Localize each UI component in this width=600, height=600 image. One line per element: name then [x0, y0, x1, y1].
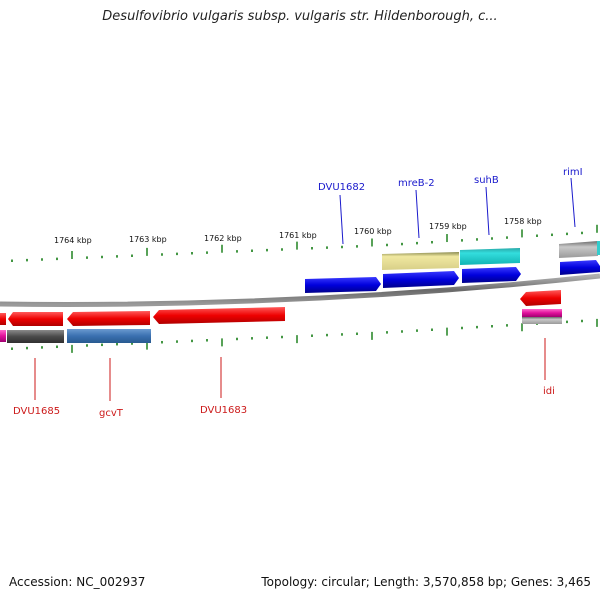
- map-title: Desulfovibrio vulgaris subsp. vulgaris s…: [102, 9, 498, 24]
- forward-genes: [305, 241, 600, 293]
- leader-suhb: [485, 186, 490, 236]
- scale-label-1761: 1761 kbp: [279, 231, 317, 240]
- gene-grey-lower[interactable]: [522, 317, 562, 324]
- gene-steelblue[interactable]: [67, 329, 151, 343]
- leader-mreb-2: [415, 189, 420, 239]
- leader-rimi: [570, 177, 576, 228]
- leader-dvu1682: [339, 194, 344, 245]
- gene-idi[interactable]: [520, 290, 561, 306]
- label-leaders: [34, 177, 576, 401]
- label-idi[interactable]: idi: [543, 386, 555, 397]
- gene-darkgrey[interactable]: [7, 330, 64, 343]
- reverse-genes: [0, 290, 562, 343]
- scale-label-1764: 1764 kbp: [54, 236, 92, 245]
- gene-suhb[interactable]: [462, 267, 521, 283]
- gene-grey-right[interactable]: [559, 241, 598, 258]
- label-gcvt[interactable]: gcvT: [99, 408, 124, 419]
- scale-label-1758: 1758 kbp: [504, 217, 542, 226]
- gene-pink-edge[interactable]: [0, 330, 6, 342]
- bottom-scale-track: [11, 318, 598, 353]
- label-dvu1683[interactable]: DVU1683: [200, 405, 247, 416]
- gene-cyan[interactable]: [460, 248, 520, 265]
- gene-yellow[interactable]: [382, 252, 459, 270]
- gene-pink-right[interactable]: [522, 309, 562, 317]
- gene-mreb-2[interactable]: [383, 271, 459, 288]
- top-scale-track: [11, 224, 598, 262]
- gene-rimi[interactable]: [560, 260, 600, 275]
- label-rimi[interactable]: rimI: [563, 167, 583, 178]
- scale-label-1759: 1759 kbp: [429, 222, 467, 231]
- accession-text: Accession: NC_002937: [9, 575, 146, 589]
- label-dvu1685[interactable]: DVU1685: [13, 406, 60, 417]
- scale-label-1763: 1763 kbp: [129, 235, 167, 244]
- gene-dvu1682[interactable]: [305, 277, 381, 293]
- label-mreb-2[interactable]: mreB-2: [398, 178, 435, 189]
- label-dvu1682[interactable]: DVU1682: [318, 182, 365, 193]
- gene-gcvt[interactable]: [67, 311, 150, 326]
- topology-text: Topology: circular; Length: 3,570,858 bp…: [261, 575, 591, 589]
- label-suhb[interactable]: suhB: [474, 175, 499, 186]
- gene-dvu1683[interactable]: [153, 307, 285, 324]
- gene-red-edge[interactable]: [0, 313, 6, 325]
- genome-backbone: [0, 273, 600, 307]
- scale-label-1762: 1762 kbp: [204, 234, 242, 243]
- gene-dvu1685[interactable]: [8, 312, 63, 326]
- gene-cyan-edge[interactable]: [597, 241, 600, 255]
- scale-label-1760: 1760 kbp: [354, 227, 392, 236]
